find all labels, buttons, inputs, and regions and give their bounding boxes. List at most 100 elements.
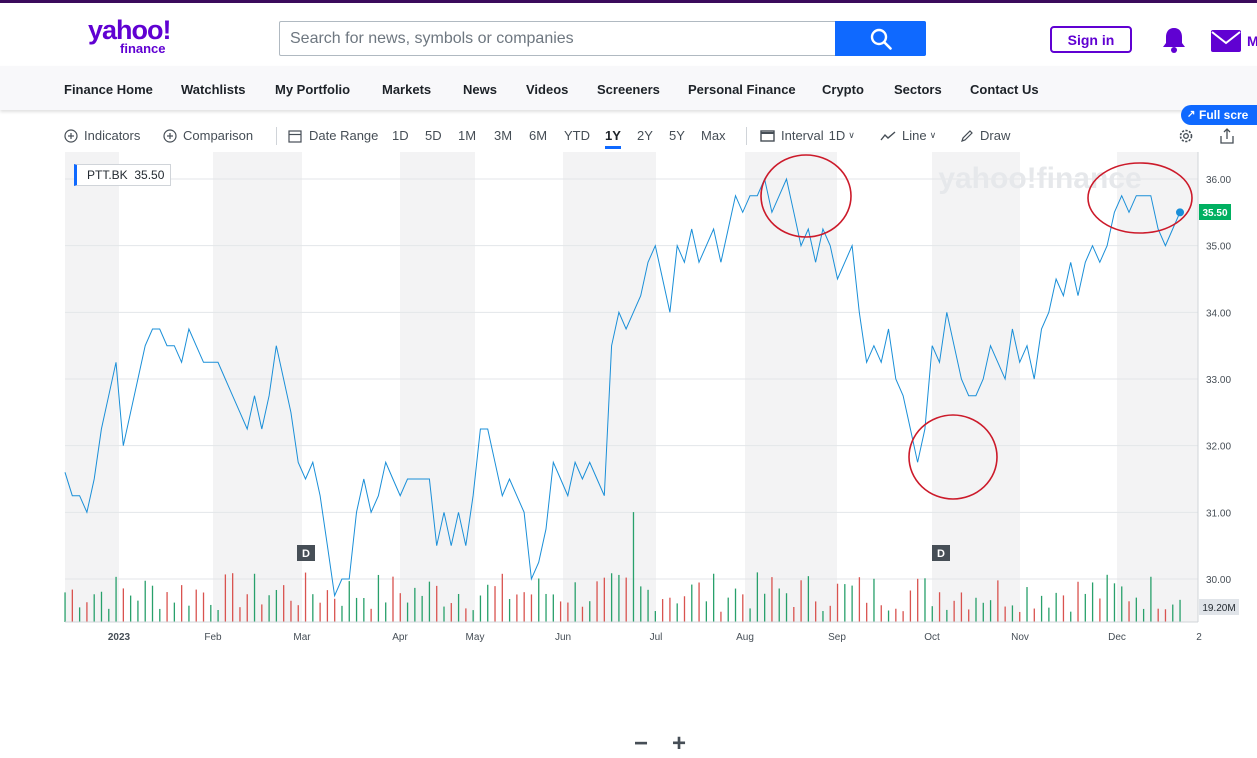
indicators-button[interactable]: Indicators (64, 128, 140, 143)
volume-bar (698, 582, 700, 622)
range-1y[interactable]: 1Y (605, 128, 621, 149)
toolbar-divider (746, 127, 747, 145)
last-price-dot (1176, 208, 1184, 217)
volume-bar (953, 600, 955, 622)
volume-bar (589, 601, 591, 622)
month-band (656, 152, 745, 622)
search-icon (870, 28, 892, 50)
y-tick-label: 31.00 (1206, 508, 1231, 519)
y-tick-label: 35.00 (1206, 242, 1231, 253)
nav-contact-us[interactable]: Contact Us (970, 82, 1039, 97)
gear-icon[interactable] (1178, 128, 1194, 144)
volume-bar (946, 609, 948, 622)
volume-bar (800, 580, 802, 622)
chart-watermark: yahoo!finance (938, 162, 1141, 195)
volume-bar (1121, 586, 1123, 622)
mail-icon[interactable] (1211, 30, 1241, 52)
chart-toolbar: Indicators Comparison Date Range 1D 5D 1… (0, 122, 1257, 150)
range-1d[interactable]: 1D (392, 128, 409, 143)
dividend-marker[interactable]: D (932, 545, 950, 561)
zoom-in-button[interactable]: + (671, 730, 686, 757)
month-bands (65, 152, 1198, 622)
range-1m[interactable]: 1M (458, 128, 477, 143)
share-icon[interactable] (1220, 128, 1234, 144)
volume-bar (290, 600, 292, 622)
volume-bar (756, 572, 759, 622)
month-band (475, 152, 563, 622)
volume-bar (312, 594, 314, 622)
volume-bar (654, 611, 656, 622)
search-button[interactable] (835, 21, 926, 56)
volume-bar (465, 608, 467, 622)
month-band (837, 152, 932, 622)
mail-label[interactable]: M (1247, 33, 1257, 49)
volume-bar (151, 585, 154, 622)
range-5d[interactable]: 5D (425, 128, 442, 143)
range-6m[interactable]: 6M (529, 128, 548, 143)
volume-bar (924, 578, 926, 622)
nav-personal-finance[interactable]: Personal Finance (688, 82, 796, 97)
volume-bar (866, 602, 868, 622)
volume-bar (210, 604, 212, 622)
x-tick-label: May (466, 632, 485, 643)
volume-bar (669, 597, 671, 622)
sign-in-button[interactable]: Sign in (1050, 26, 1132, 53)
dividend-marker[interactable]: D (297, 545, 315, 561)
volume-bar (450, 603, 452, 622)
nav-news[interactable]: News (463, 82, 497, 97)
nav-sectors[interactable]: Sectors (894, 82, 942, 97)
nav-finance-home[interactable]: Finance Home (64, 82, 153, 97)
annotation-circle-august-peak (760, 154, 852, 238)
bell-icon[interactable] (1161, 26, 1187, 54)
volume-bars (64, 512, 1181, 622)
volume-bar (355, 597, 358, 622)
volume-bar (166, 592, 168, 622)
volume-bar (661, 599, 664, 622)
nav-markets[interactable]: Markets (382, 82, 432, 97)
date-range-button[interactable]: Date Range (288, 128, 378, 143)
search-input[interactable] (280, 22, 836, 55)
range-max[interactable]: Max (701, 128, 726, 143)
yahoo-finance-logo[interactable]: yahoo! finance (88, 15, 172, 56)
volume-bar (436, 585, 438, 622)
volume-bar (1019, 611, 1021, 622)
interval-button[interactable]: Interval 1D ∨ (760, 128, 855, 143)
x-tick-label: Feb (204, 632, 222, 643)
volume-bar (771, 577, 773, 622)
y-axis: 36.00 35.00 34.00 33.00 32.00 31.00 30.00 (1206, 175, 1231, 586)
volume-bar (414, 587, 416, 622)
chart-type-button[interactable]: Line ∨ (880, 128, 936, 143)
volume-bar (997, 580, 999, 622)
price-line (64, 177, 1181, 598)
nav-my-portfolio[interactable]: My Portfolio (275, 82, 351, 97)
volume-bar (1011, 605, 1014, 622)
full-screen-button[interactable]: ↗ Full scre (1181, 105, 1257, 125)
range-2y[interactable]: 2Y (637, 128, 653, 143)
nav-screeners[interactable]: Screeners (597, 82, 660, 97)
nav-videos[interactable]: Videos (526, 82, 569, 97)
range-3m[interactable]: 3M (494, 128, 513, 143)
volume-bar (545, 593, 547, 622)
volume-bar (487, 584, 489, 622)
volume-bar (173, 602, 176, 622)
y-tick-label: 30.00 (1206, 575, 1231, 586)
volume-bar (181, 585, 183, 622)
chart-svg[interactable]: yahoo!finance 36.0035.0034.0033.0032.003… (0, 150, 1257, 653)
range-5y[interactable]: 5Y (669, 128, 685, 143)
volume-bar (836, 583, 839, 622)
x-tick-label: Apr (392, 632, 408, 643)
volume-bar (618, 574, 620, 622)
zoom-out-button[interactable]: − (633, 730, 648, 757)
volume-bar (938, 592, 941, 622)
volume-bar (989, 600, 992, 622)
draw-button[interactable]: Draw (960, 128, 1010, 143)
month-band (932, 152, 1020, 622)
price-chart[interactable]: yahoo!finance 36.00 35.00 34.00 33.00 32.00 3… (0, 150, 1257, 758)
volume-bar (334, 598, 336, 622)
range-ytd[interactable]: YTD (564, 128, 590, 143)
nav-crypto[interactable]: Crypto (822, 82, 864, 97)
nav-watchlists[interactable]: Watchlists (181, 82, 246, 97)
x-tick-label: Jun (555, 632, 571, 643)
comparison-button[interactable]: Comparison (163, 128, 253, 143)
y-tick-label: 33.00 (1206, 375, 1231, 386)
